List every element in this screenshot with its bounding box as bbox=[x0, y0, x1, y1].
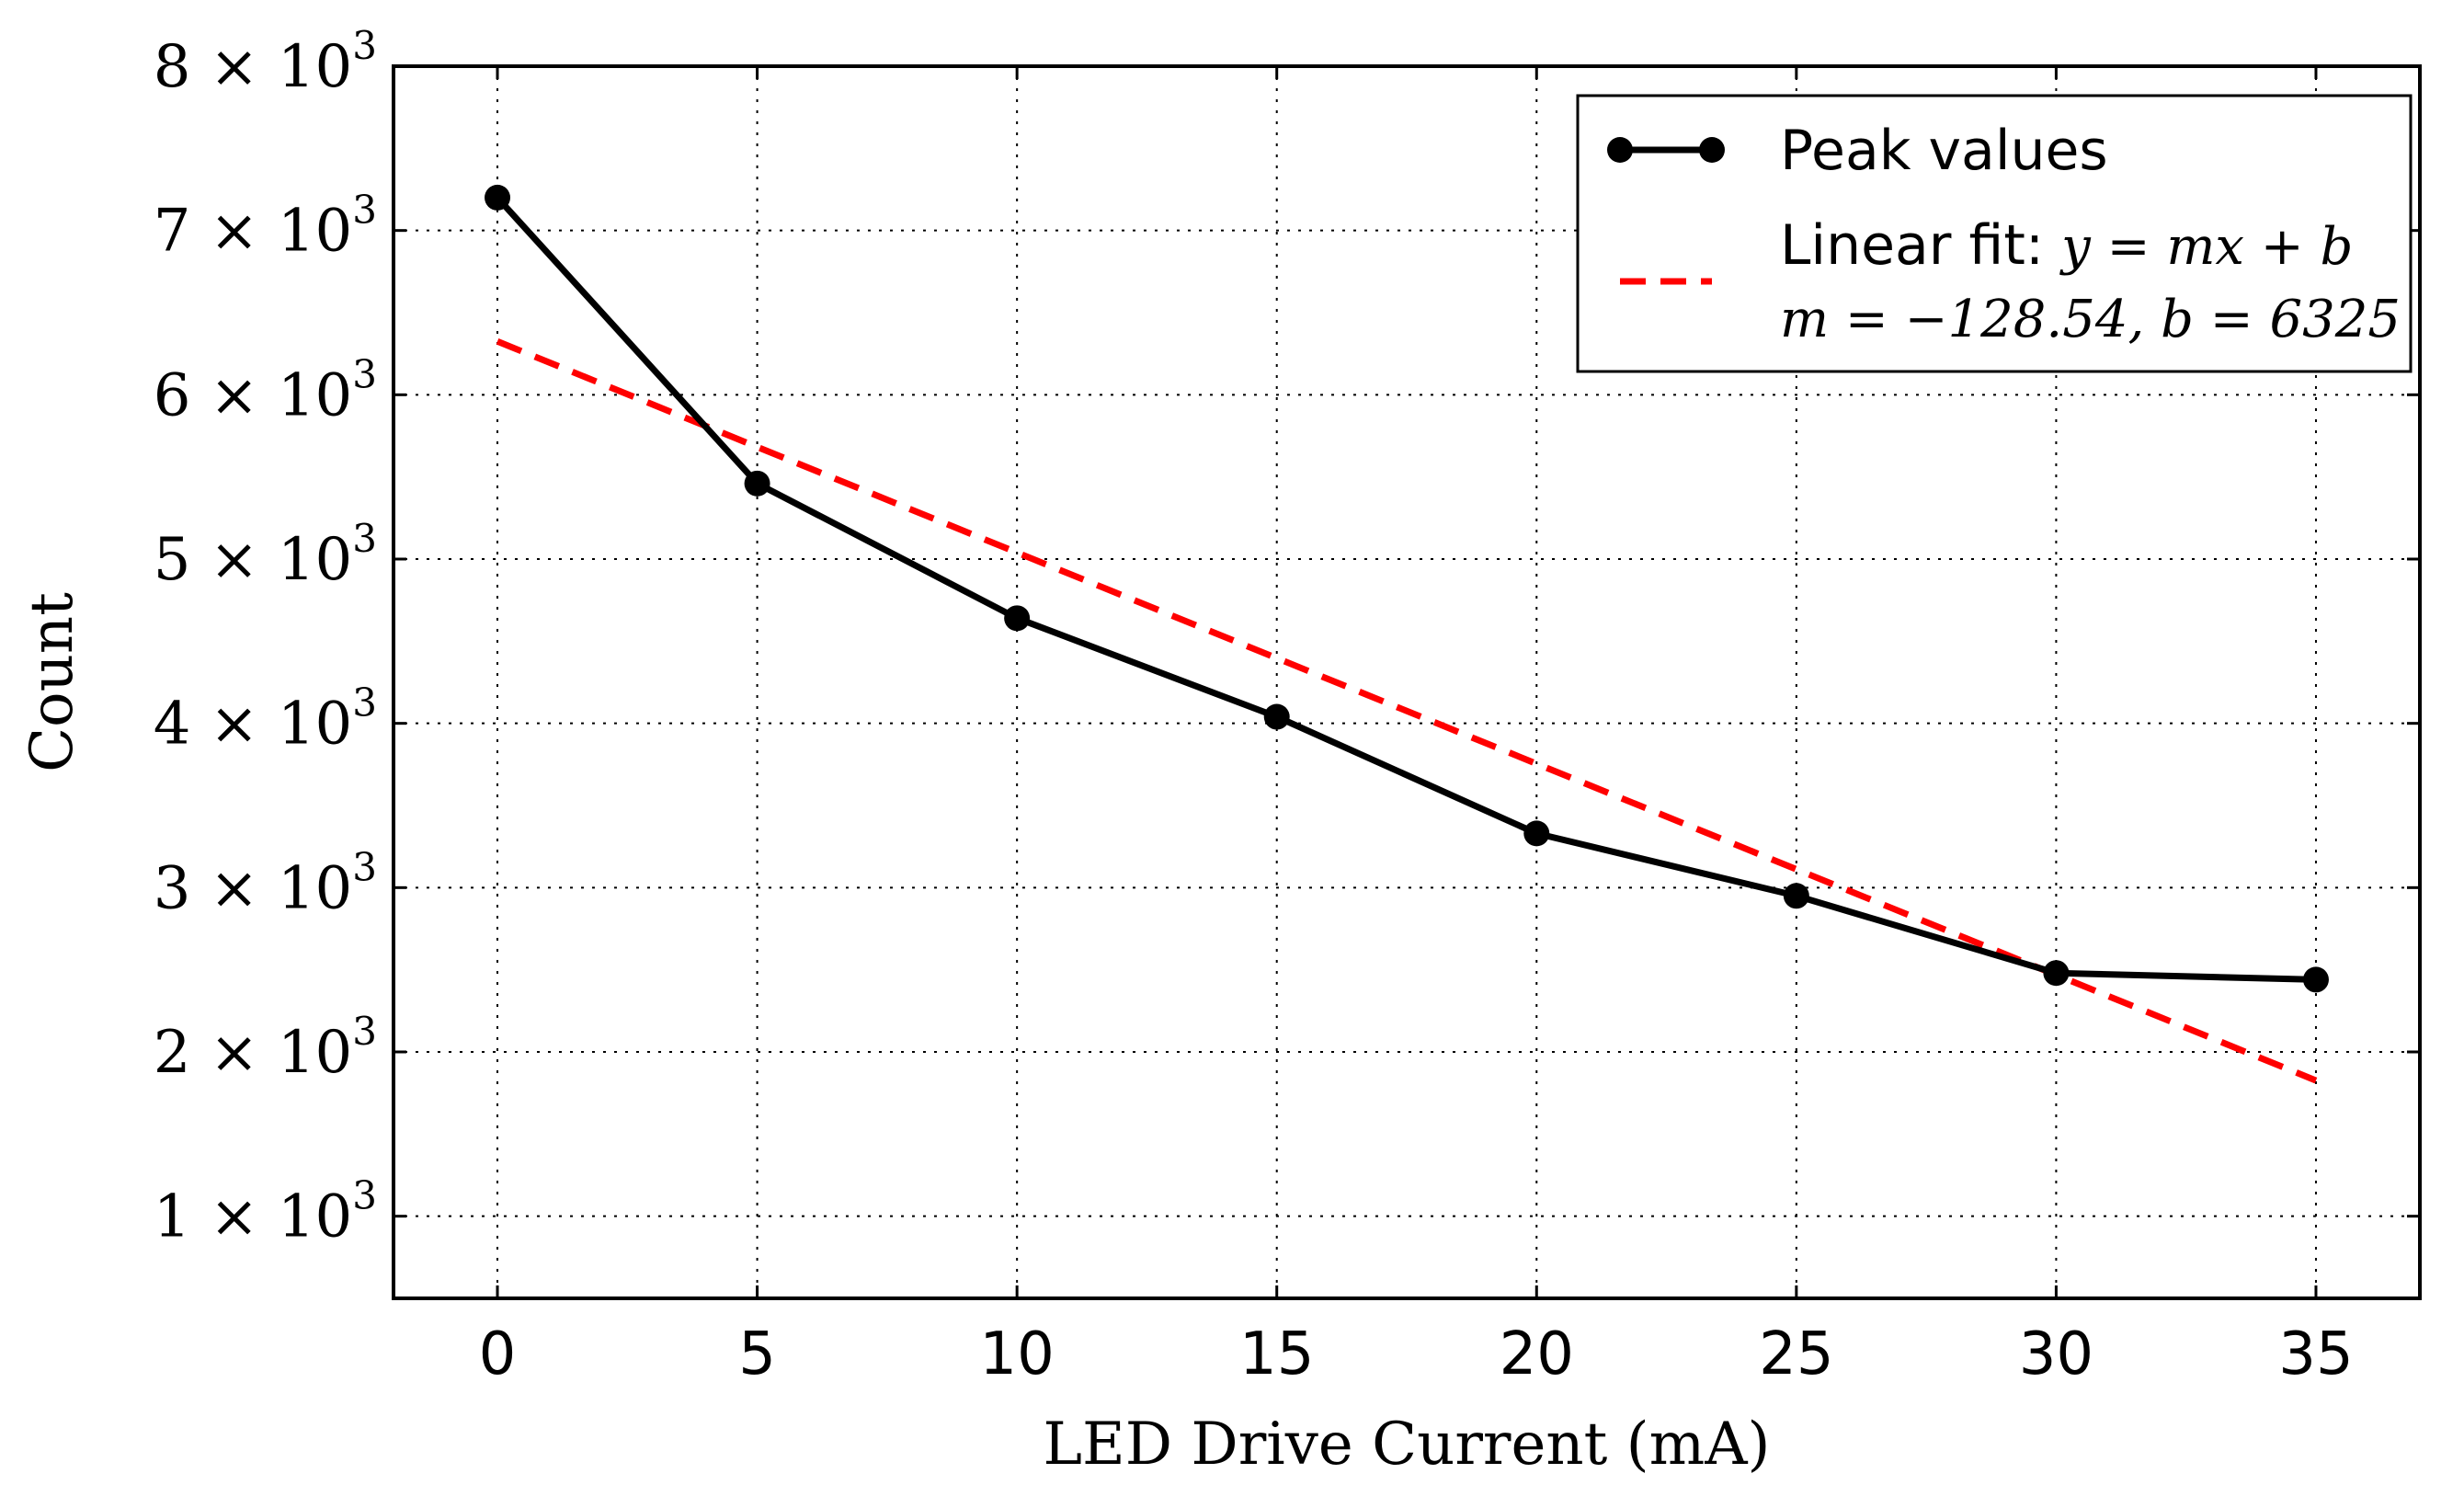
peak-value-point bbox=[2043, 960, 2070, 987]
y-tick-label: 6 × 103 bbox=[154, 351, 377, 429]
y-tick-exponent: 3 bbox=[352, 188, 377, 233]
legend-peak-marker bbox=[1607, 137, 1633, 163]
legend-fit-parameters: m = −128.54, b = 6325 bbox=[1780, 290, 2401, 349]
peak-value-point bbox=[1783, 883, 1809, 909]
y-tick-label: 4 × 103 bbox=[154, 680, 377, 759]
peak-value-point bbox=[1263, 703, 1290, 730]
y-tick-label: 3 × 103 bbox=[154, 844, 377, 922]
legend-linear-fit-equation: y = mx + b bbox=[2059, 217, 2353, 277]
x-tick-label: 10 bbox=[979, 1320, 1054, 1388]
peak-value-point bbox=[744, 470, 770, 497]
y-tick-mantissa: 3 × 10 bbox=[154, 854, 352, 922]
y-tick-label: 2 × 103 bbox=[154, 1009, 377, 1087]
peak-value-point bbox=[2302, 966, 2329, 993]
x-axis-label: LED Drive Current (mA) bbox=[1044, 1411, 1771, 1479]
y-tick-mantissa: 2 × 10 bbox=[154, 1019, 352, 1087]
y-tick-exponent: 3 bbox=[352, 1173, 377, 1218]
y-tick-label: 5 × 103 bbox=[154, 516, 377, 594]
plot-area-frame bbox=[392, 64, 2422, 1300]
y-tick-exponent: 3 bbox=[352, 1009, 377, 1054]
x-tick-label: 30 bbox=[2019, 1320, 2093, 1388]
y-tick-exponent: 3 bbox=[352, 516, 377, 561]
y-tick-exponent: 3 bbox=[352, 680, 377, 725]
y-axis-label: Count bbox=[18, 592, 86, 772]
y-tick-label: 1 × 103 bbox=[154, 1173, 377, 1251]
x-tick-label: 25 bbox=[1759, 1320, 1833, 1388]
y-tick-mantissa: 8 × 10 bbox=[154, 33, 352, 101]
peak-value-point bbox=[485, 184, 511, 211]
y-tick-mantissa: 5 × 10 bbox=[154, 526, 352, 594]
legend-peak-marker bbox=[1699, 137, 1725, 163]
y-tick-mantissa: 6 × 10 bbox=[154, 361, 352, 429]
legend-linear-fit-text: Linear fit: bbox=[1780, 213, 2061, 278]
x-tick-labels: 0 5 10 15 20 25 30 35 bbox=[479, 1320, 2354, 1388]
y-tick-exponent: 3 bbox=[352, 844, 377, 889]
x-tick-label: 20 bbox=[1500, 1320, 1574, 1388]
legend-linear-fit-label: Linear fit: y = mx + b bbox=[1780, 213, 2353, 278]
y-tick-label: 7 × 103 bbox=[154, 188, 377, 266]
legend: Peak values Linear fit: y = mx + b m = −… bbox=[1576, 94, 2413, 373]
y-tick-exponent: 3 bbox=[352, 351, 377, 396]
y-tick-mantissa: 7 × 10 bbox=[154, 198, 352, 266]
legend-peak-values-label: Peak values bbox=[1780, 119, 2108, 183]
x-tick-label: 15 bbox=[1239, 1320, 1314, 1388]
peak-value-point bbox=[1523, 820, 1550, 847]
y-tick-exponent: 3 bbox=[352, 23, 377, 68]
x-tick-label: 5 bbox=[738, 1320, 776, 1388]
y-tick-mantissa: 1 × 10 bbox=[154, 1183, 352, 1251]
peak-value-point bbox=[1004, 605, 1031, 632]
peak-values-series bbox=[485, 184, 2329, 993]
axis-ticks bbox=[394, 64, 2420, 1298]
peak-values-line bbox=[495, 195, 2317, 983]
y-tick-mantissa: 4 × 10 bbox=[154, 691, 352, 759]
x-tick-label: 0 bbox=[479, 1320, 517, 1388]
y-tick-label: 8 × 103 bbox=[154, 23, 377, 101]
x-tick-label: 35 bbox=[2278, 1320, 2353, 1388]
